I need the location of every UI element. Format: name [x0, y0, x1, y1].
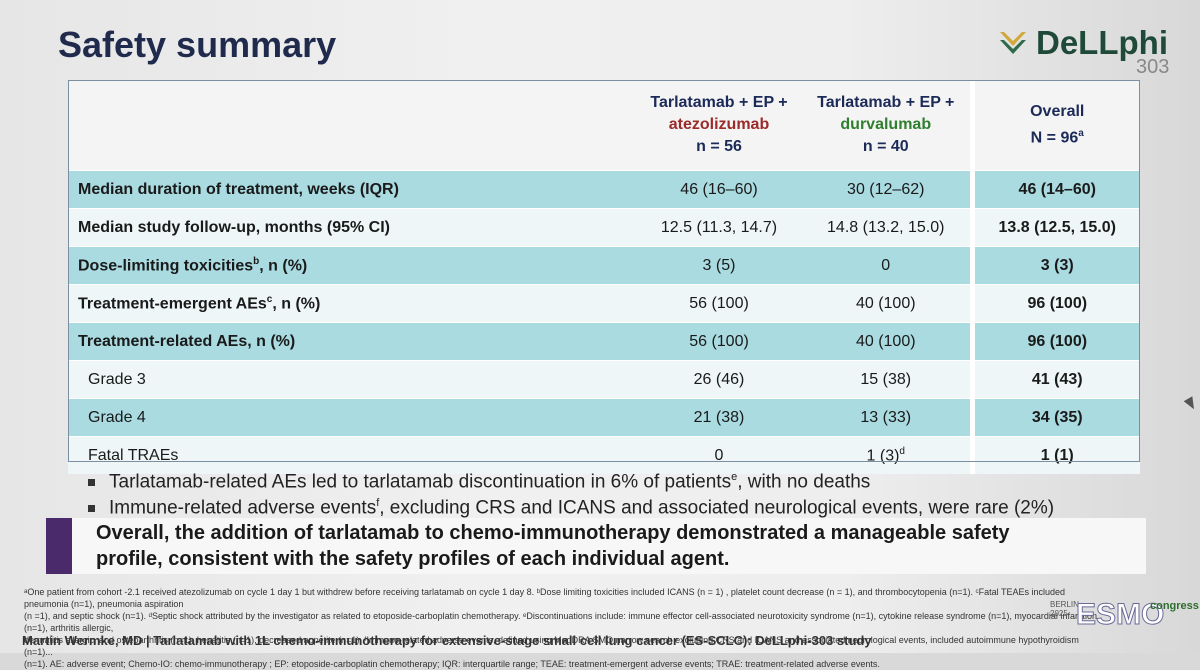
row-value-overall: 96 (100) — [969, 284, 1140, 323]
row-label: Median study follow-up, months (95% CI) — [68, 208, 636, 247]
row-value-atezolizumab: 3 (5) — [636, 246, 802, 285]
header-empty-cell — [68, 80, 636, 171]
row-value-durvalumab: 40 (100) — [802, 322, 972, 361]
conclusion-box: Overall, the addition of tarlatamab to c… — [46, 518, 1146, 574]
row-value-atezolizumab: 26 (46) — [636, 360, 802, 399]
row-label: Grade 3 — [68, 360, 636, 399]
row-value-overall: 1 (1) — [969, 436, 1140, 474]
bullet-list: Tarlatamab-related AEs led to tarlatamab… — [88, 464, 1054, 518]
row-label: Treatment-emergent AEsc, n (%) — [68, 284, 636, 323]
mouse-cursor-icon — [1183, 396, 1199, 412]
row-value-overall: 96 (100) — [969, 322, 1140, 361]
row-value-durvalumab: 15 (38) — [802, 360, 972, 399]
conclusion-accent-bar — [46, 518, 72, 574]
table-row: Grade 4 21 (38) 13 (33) 34 (35) — [68, 398, 1140, 437]
logo-number: 303 — [1136, 56, 1170, 78]
logo-name: DeLLphi — [1036, 24, 1168, 61]
row-value-atezolizumab: 46 (16–60) — [636, 170, 802, 209]
congress-city: BERLIN 2025 — [1050, 600, 1079, 618]
bullet-item: Tarlatamab-related AEs led to tarlatamab… — [88, 464, 1054, 492]
row-label: Dose-limiting toxicitiesb, n (%) — [68, 246, 636, 285]
header-durvalumab: Tarlatamab + EP + durvalumab n = 40 — [802, 80, 972, 171]
table-row: Grade 3 26 (46) 15 (38) 41 (43) — [68, 360, 1140, 399]
row-value-overall: 46 (14–60) — [969, 170, 1140, 209]
bullet-item: Immune-related adverse eventsf, excludin… — [88, 490, 1054, 518]
row-value-overall: 34 (35) — [969, 398, 1140, 437]
row-value-durvalumab: 1 (3)d — [802, 436, 972, 474]
header-atezolizumab: Tarlatamab + EP + atezolizumab n = 56 — [636, 80, 802, 171]
row-label: Median duration of treatment, weeks (IQR… — [68, 170, 636, 209]
header-overall: Overall N = 96a — [969, 80, 1140, 171]
row-value-overall: 41 (43) — [969, 360, 1140, 399]
row-value-overall: 13.8 (12.5, 15.0) — [969, 208, 1140, 247]
row-value-durvalumab: 14.8 (13.2, 15.0) — [802, 208, 972, 247]
row-value-atezolizumab: 56 (100) — [636, 284, 802, 323]
table-row: Median duration of treatment, weeks (IQR… — [68, 170, 1140, 209]
chevron-logo-icon — [1000, 32, 1026, 54]
table-header-row: Tarlatamab + EP + atezolizumab n = 56 Ta… — [68, 80, 1140, 171]
row-value-durvalumab: 40 (100) — [802, 284, 972, 323]
row-label: Treatment-related AEs, n (%) — [68, 322, 636, 361]
author-line: Martin Wermke, MD | Tarlatamab with 1L c… — [22, 633, 872, 648]
row-label: Fatal TRAEs — [68, 436, 636, 474]
row-value-durvalumab: 13 (33) — [802, 398, 972, 437]
footnotes: ᵃOne patient from cohort -2.1 received a… — [24, 587, 1097, 669]
safety-table: Tarlatamab + EP + atezolizumab n = 56 Ta… — [68, 80, 1140, 474]
row-value-atezolizumab: 21 (38) — [636, 398, 802, 437]
row-value-durvalumab: 30 (12–62) — [802, 170, 972, 209]
table-row: Fatal TRAEs 0 1 (3)d 1 (1) — [68, 436, 1140, 474]
table-row: Dose-limiting toxicitiesb, n (%) 3 (5) 0 3 … — [68, 246, 1140, 285]
esmo-brand: ESMO — [1075, 598, 1165, 632]
table-body: Median duration of treatment, weeks (IQR… — [68, 170, 1140, 474]
table-row: Median study follow-up, months (95% CI) 1… — [68, 208, 1140, 247]
row-value-atezolizumab: 56 (100) — [636, 322, 802, 361]
delphi-logo: DeLLphi 303 — [996, 22, 1176, 78]
esmo-congress-logo: BERLIN 2025 ESMO congress — [1050, 598, 1199, 638]
congress-label: congress — [1150, 600, 1199, 612]
row-value-atezolizumab: 0 — [636, 436, 802, 474]
row-label: Grade 4 — [68, 398, 636, 437]
row-value-overall: 3 (3) — [969, 246, 1140, 285]
conclusion-text: Overall, the addition of tarlatamab to c… — [96, 522, 1010, 570]
row-value-atezolizumab: 12.5 (11.3, 14.7) — [636, 208, 802, 247]
table-row: Treatment-emergent AEsc, n (%) 56 (100) 40… — [68, 284, 1140, 323]
table-row: Treatment-related AEs, n (%) 56 (100) 40 (… — [68, 322, 1140, 361]
slide-title: Safety summary — [58, 24, 337, 65]
row-value-durvalumab: 0 — [802, 246, 972, 285]
